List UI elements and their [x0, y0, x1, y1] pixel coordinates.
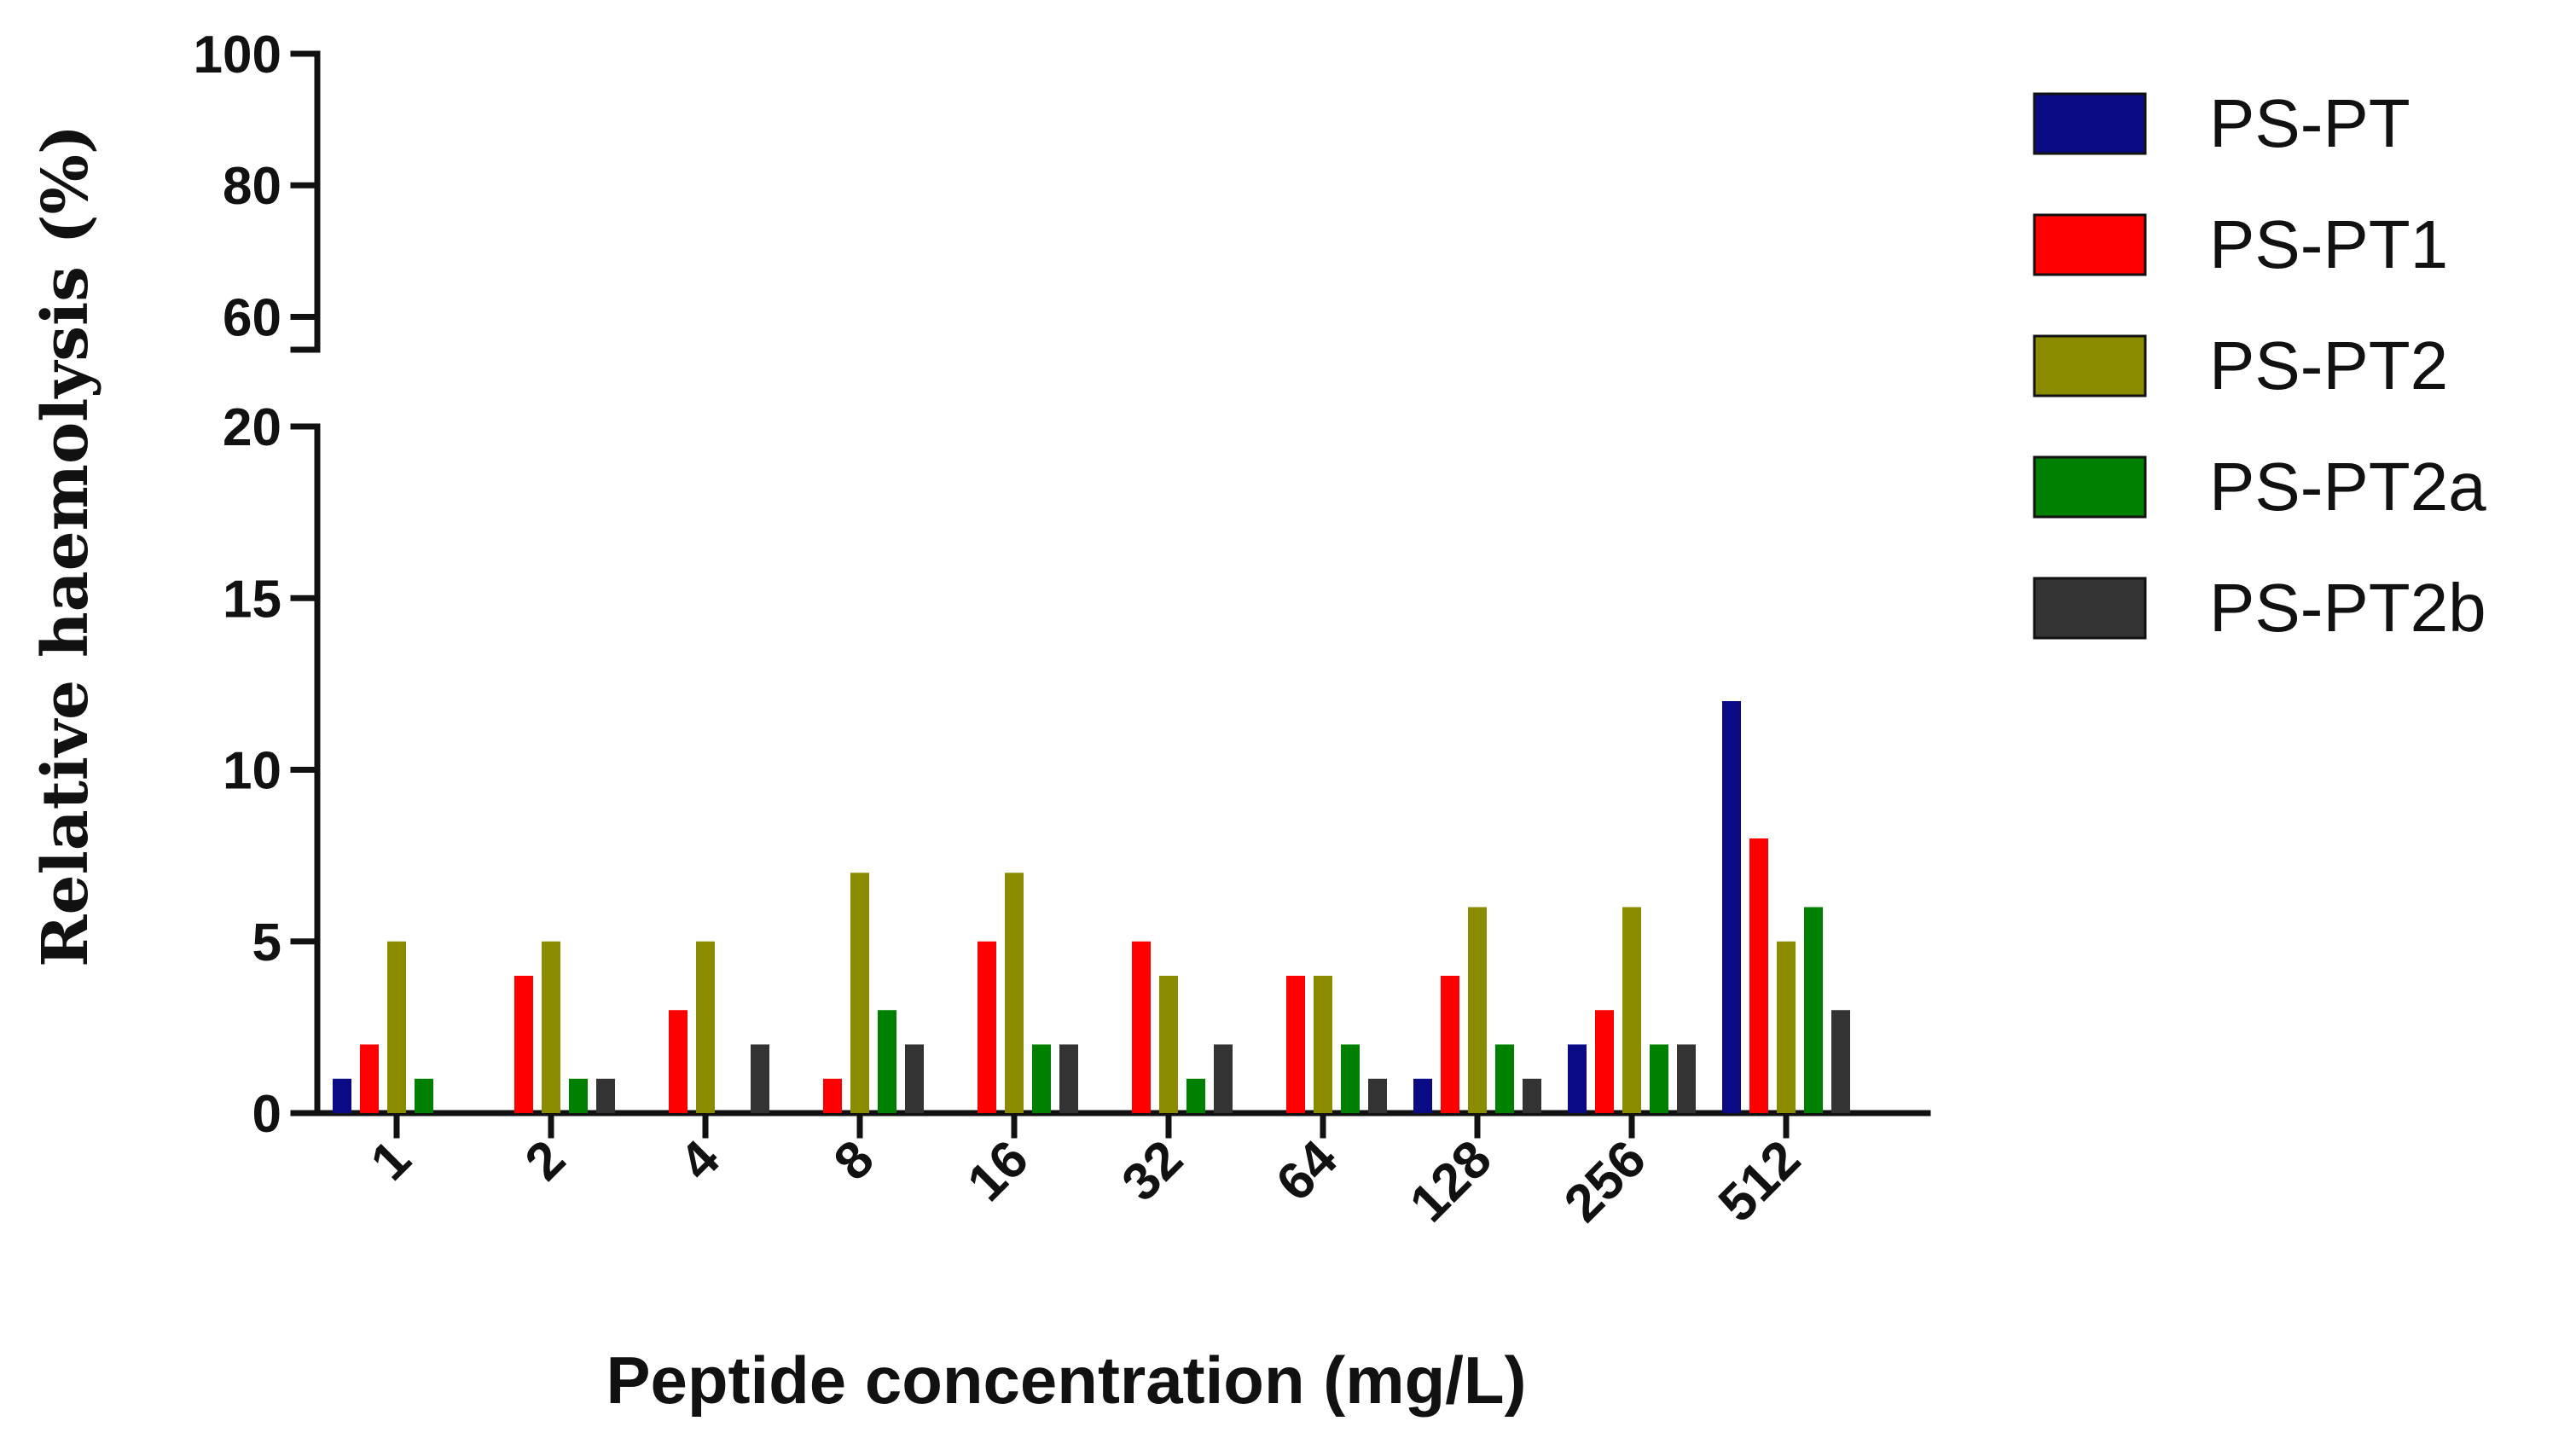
bar-ps-pt1-4 — [669, 1010, 688, 1113]
bar-ps-pt1-2 — [514, 976, 533, 1113]
x-axis-title: Peptide concentration (mg/L) — [606, 1343, 1526, 1418]
bar-ps-pt1-16 — [978, 941, 996, 1113]
bar-ps-pt2a-1 — [415, 1078, 433, 1113]
bar-ps-pt2-128 — [1468, 907, 1487, 1113]
bar-ps-pt2b-16 — [1059, 1044, 1078, 1113]
x-tick-label: 32 — [1111, 1129, 1194, 1213]
legend: PS-PT PS-PT1 PS-PT2 PS-PT2a PS-PT2b — [2033, 85, 2486, 646]
bar-ps-pt2b-8 — [905, 1044, 924, 1113]
legend-label-ps-pt2a: PS-PT2a — [2209, 449, 2486, 525]
x-tick-label: 2 — [514, 1129, 577, 1192]
bar-ps-pt2a-32 — [1186, 1078, 1205, 1113]
bar-ps-pt1-256 — [1595, 1010, 1614, 1113]
legend-label-ps-pt: PS-PT — [2209, 85, 2411, 161]
bar-ps-pt1-64 — [1286, 976, 1305, 1113]
legend-label-ps-pt1: PS-PT1 — [2209, 206, 2448, 282]
y-tick-label: 10 — [223, 742, 281, 801]
bar-ps-pt2-32 — [1159, 976, 1178, 1113]
bar-ps-pt2a-2 — [569, 1078, 588, 1113]
bar-ps-pt2a-64 — [1341, 1044, 1360, 1113]
legend-swatch-ps-pt — [2033, 92, 2147, 155]
bar-ps-pt2b-128 — [1523, 1078, 1541, 1113]
legend-label-ps-pt2b: PS-PT2b — [2209, 570, 2486, 646]
bar-ps-pt1-128 — [1441, 976, 1459, 1113]
x-tick-label: 512 — [1708, 1129, 1812, 1233]
legend-swatch-ps-pt2b — [2033, 577, 2147, 640]
axes — [290, 50, 1931, 1139]
bars — [333, 701, 1850, 1113]
bar-ps-pt-1 — [333, 1078, 351, 1113]
bar-ps-pt2-4 — [696, 941, 715, 1113]
bar-ps-pt-512 — [1722, 701, 1741, 1113]
bar-ps-pt-128 — [1413, 1078, 1432, 1113]
bar-ps-pt2b-32 — [1214, 1044, 1233, 1113]
bar-ps-pt2-256 — [1622, 907, 1641, 1113]
y-tick-label: 0 — [252, 1085, 281, 1144]
x-tick-labels: 1 2 4 8 16 32 64 128 256 512 — [360, 1129, 1812, 1233]
bar-ps-pt2-512 — [1777, 941, 1796, 1113]
x-tick-label: 8 — [823, 1129, 885, 1192]
bar-ps-pt1-1 — [360, 1044, 379, 1113]
bar-ps-pt2b-2 — [596, 1078, 615, 1113]
x-tick-label: 16 — [956, 1129, 1040, 1213]
x-tick-label: 256 — [1553, 1129, 1657, 1233]
bar-ps-pt2a-512 — [1804, 907, 1823, 1113]
bar-ps-pt2-64 — [1314, 976, 1332, 1113]
bar-ps-pt2b-256 — [1677, 1044, 1696, 1113]
bar-ps-pt2a-8 — [878, 1010, 896, 1113]
bar-ps-pt1-8 — [823, 1078, 842, 1113]
y-axis-title: Relative haemolysis (%) — [29, 125, 102, 967]
y-tick-labels: 0 5 10 15 20 60 80 100 — [194, 26, 281, 1144]
bar-ps-pt2-8 — [850, 873, 869, 1113]
legend-swatch-ps-pt2a — [2033, 455, 2147, 519]
bar-ps-pt2a-128 — [1495, 1044, 1514, 1113]
bar-ps-pt2b-4 — [751, 1044, 769, 1113]
y-tick-label: 15 — [223, 570, 281, 629]
legend-label-ps-pt2: PS-PT2 — [2209, 328, 2448, 403]
y-tick-label: 5 — [252, 914, 281, 972]
bar-ps-pt1-512 — [1749, 838, 1768, 1113]
y-tick-label: 20 — [223, 398, 281, 457]
legend-swatch-ps-pt1 — [2033, 213, 2147, 276]
x-tick-label: 4 — [669, 1129, 732, 1192]
x-tick-label: 128 — [1399, 1129, 1503, 1233]
bar-ps-pt2-1 — [387, 941, 406, 1113]
y-tick-label: 80 — [223, 157, 281, 216]
y-tick-label: 100 — [194, 26, 281, 84]
bar-ps-pt2a-16 — [1032, 1044, 1051, 1113]
x-tick-label: 64 — [1265, 1129, 1349, 1213]
bar-ps-pt2b-512 — [1831, 1010, 1850, 1113]
y-tick-label: 60 — [223, 288, 281, 347]
bar-ps-pt2b-64 — [1368, 1078, 1387, 1113]
bar-ps-pt1-32 — [1132, 941, 1151, 1113]
legend-swatch-ps-pt2 — [2033, 334, 2147, 397]
bar-ps-pt-256 — [1568, 1044, 1587, 1113]
bar-ps-pt2-16 — [1005, 873, 1024, 1113]
x-tick-label: 1 — [360, 1129, 422, 1192]
bar-ps-pt2-2 — [542, 941, 560, 1113]
bar-ps-pt2a-256 — [1650, 1044, 1668, 1113]
